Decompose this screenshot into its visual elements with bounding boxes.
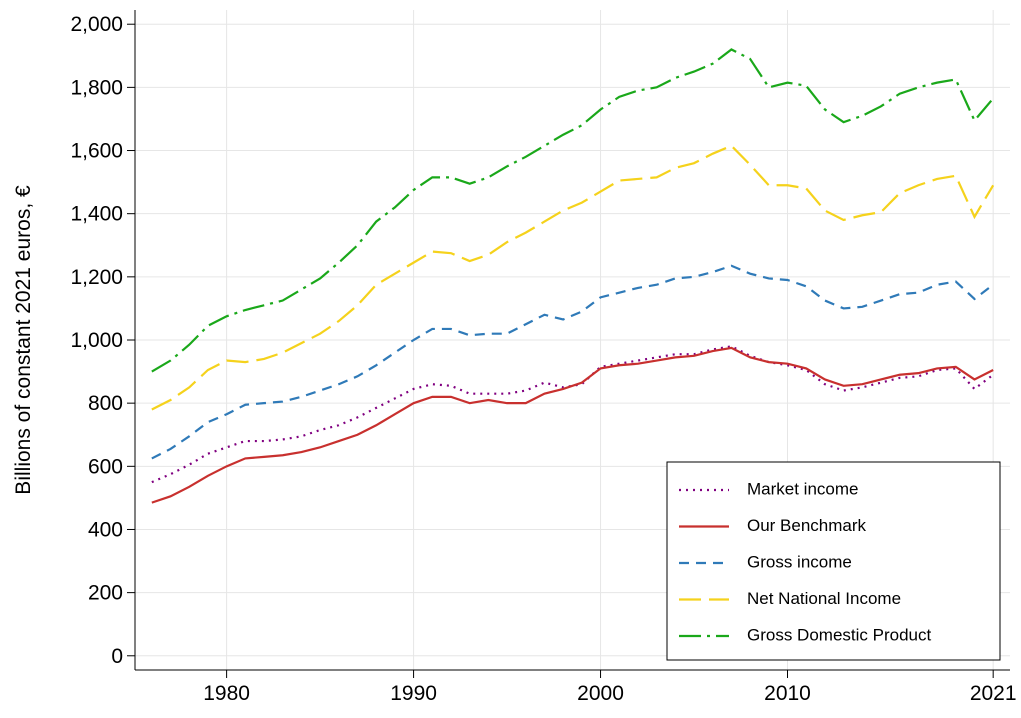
y-tick-label: 600 [88, 455, 123, 478]
series-line [151, 264, 994, 460]
y-axis-label: Billions of constant 2021 euros, € [12, 185, 35, 495]
y-tick-label: 1,000 [70, 329, 123, 352]
x-tick-label: 1980 [203, 682, 250, 705]
series-line [151, 48, 995, 373]
y-tick-label: 1,200 [70, 266, 123, 289]
y-tick-label: 800 [88, 392, 123, 415]
series-line [151, 346, 994, 504]
legend-label: Net National Income [747, 589, 901, 608]
legend-label: Gross Domestic Product [747, 625, 931, 644]
x-tick-label: 2021 [970, 682, 1017, 705]
series-line [151, 144, 995, 411]
y-tick-label: 1,400 [70, 203, 123, 226]
legend-label: Market income [747, 479, 858, 498]
y-tick-label: 0 [111, 645, 123, 668]
x-tick-label: 1990 [390, 682, 437, 705]
legend-box [666, 461, 1001, 661]
x-tick-label: 2000 [577, 682, 624, 705]
y-tick-label: 400 [88, 518, 123, 541]
legend-label: Our Benchmark [747, 516, 867, 535]
y-tick-label: 200 [88, 582, 123, 605]
y-tick-label: 2,000 [70, 13, 123, 36]
legend-label: Gross income [747, 552, 852, 571]
x-tick-label: 2010 [764, 682, 811, 705]
y-tick-label: 1,800 [70, 76, 123, 99]
y-tick-label: 1,600 [70, 140, 123, 163]
